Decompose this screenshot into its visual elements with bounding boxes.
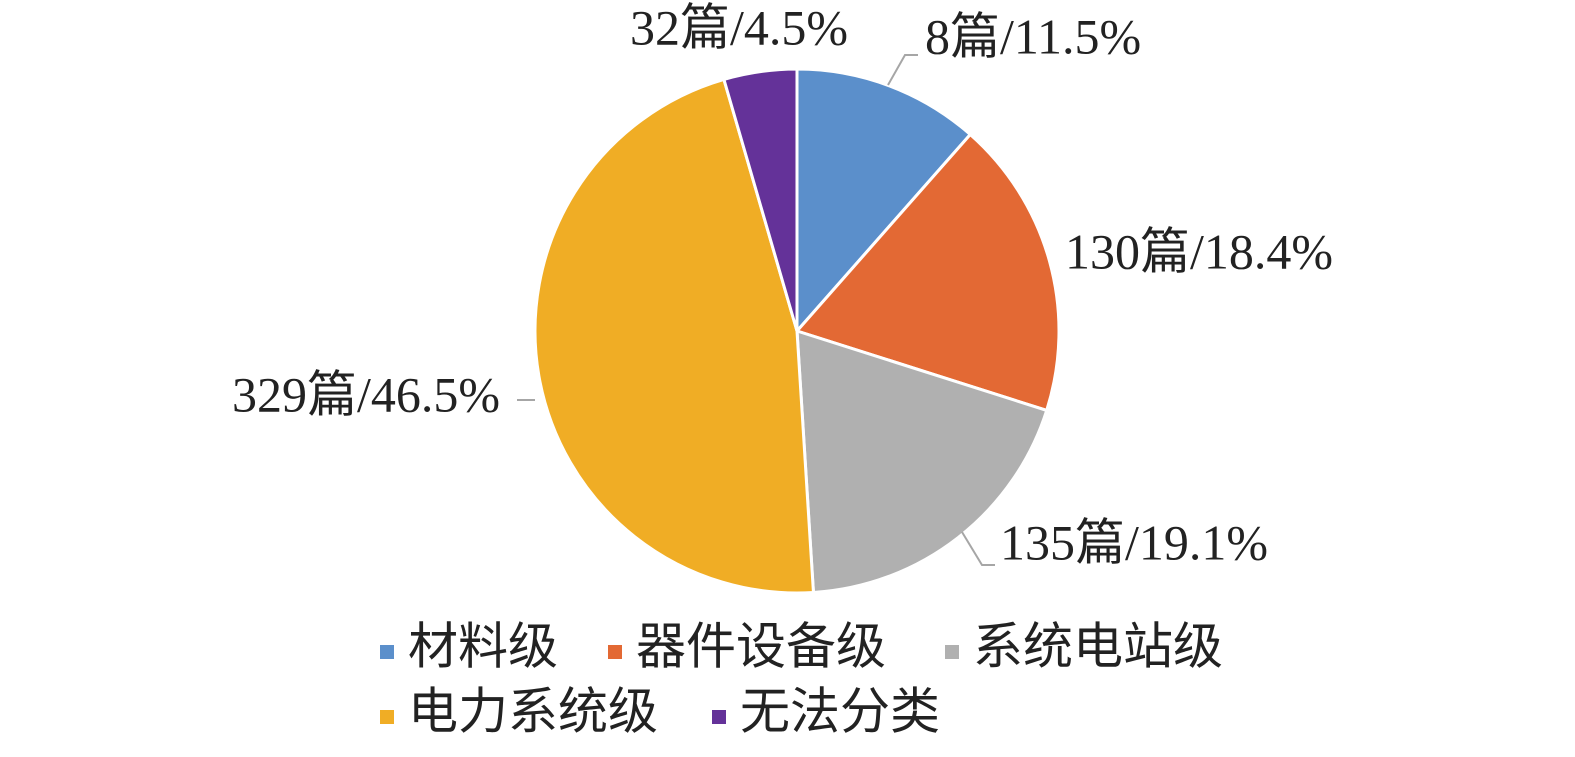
pie-slice (533, 77, 816, 595)
pie-slice (722, 67, 799, 332)
legend-label: 器件设备级 (636, 618, 886, 674)
legend-swatch (380, 710, 394, 724)
legend-label: 电力系统级 (408, 683, 658, 739)
leader-line (887, 54, 918, 86)
pie-slice (795, 328, 1049, 595)
pie-slice (795, 67, 973, 335)
data-label: 135篇/19.1% (1000, 514, 1268, 570)
data-label: 329篇/46.5% (232, 366, 500, 422)
pie-slice (794, 132, 1061, 413)
data-label: 8篇/11.5% (925, 8, 1141, 64)
legend-label: 材料级 (408, 618, 558, 674)
legend-label: 无法分类 (740, 683, 940, 739)
data-label: 32篇/4.5% (630, 0, 848, 55)
legend-swatch (608, 645, 622, 659)
data-label: 130篇/18.4% (1065, 223, 1333, 279)
legend-swatch (945, 645, 959, 659)
legend-swatch (380, 645, 394, 659)
legend-label: 系统电站级 (973, 618, 1223, 674)
leader-line (961, 531, 995, 566)
legend-swatch (712, 710, 726, 724)
